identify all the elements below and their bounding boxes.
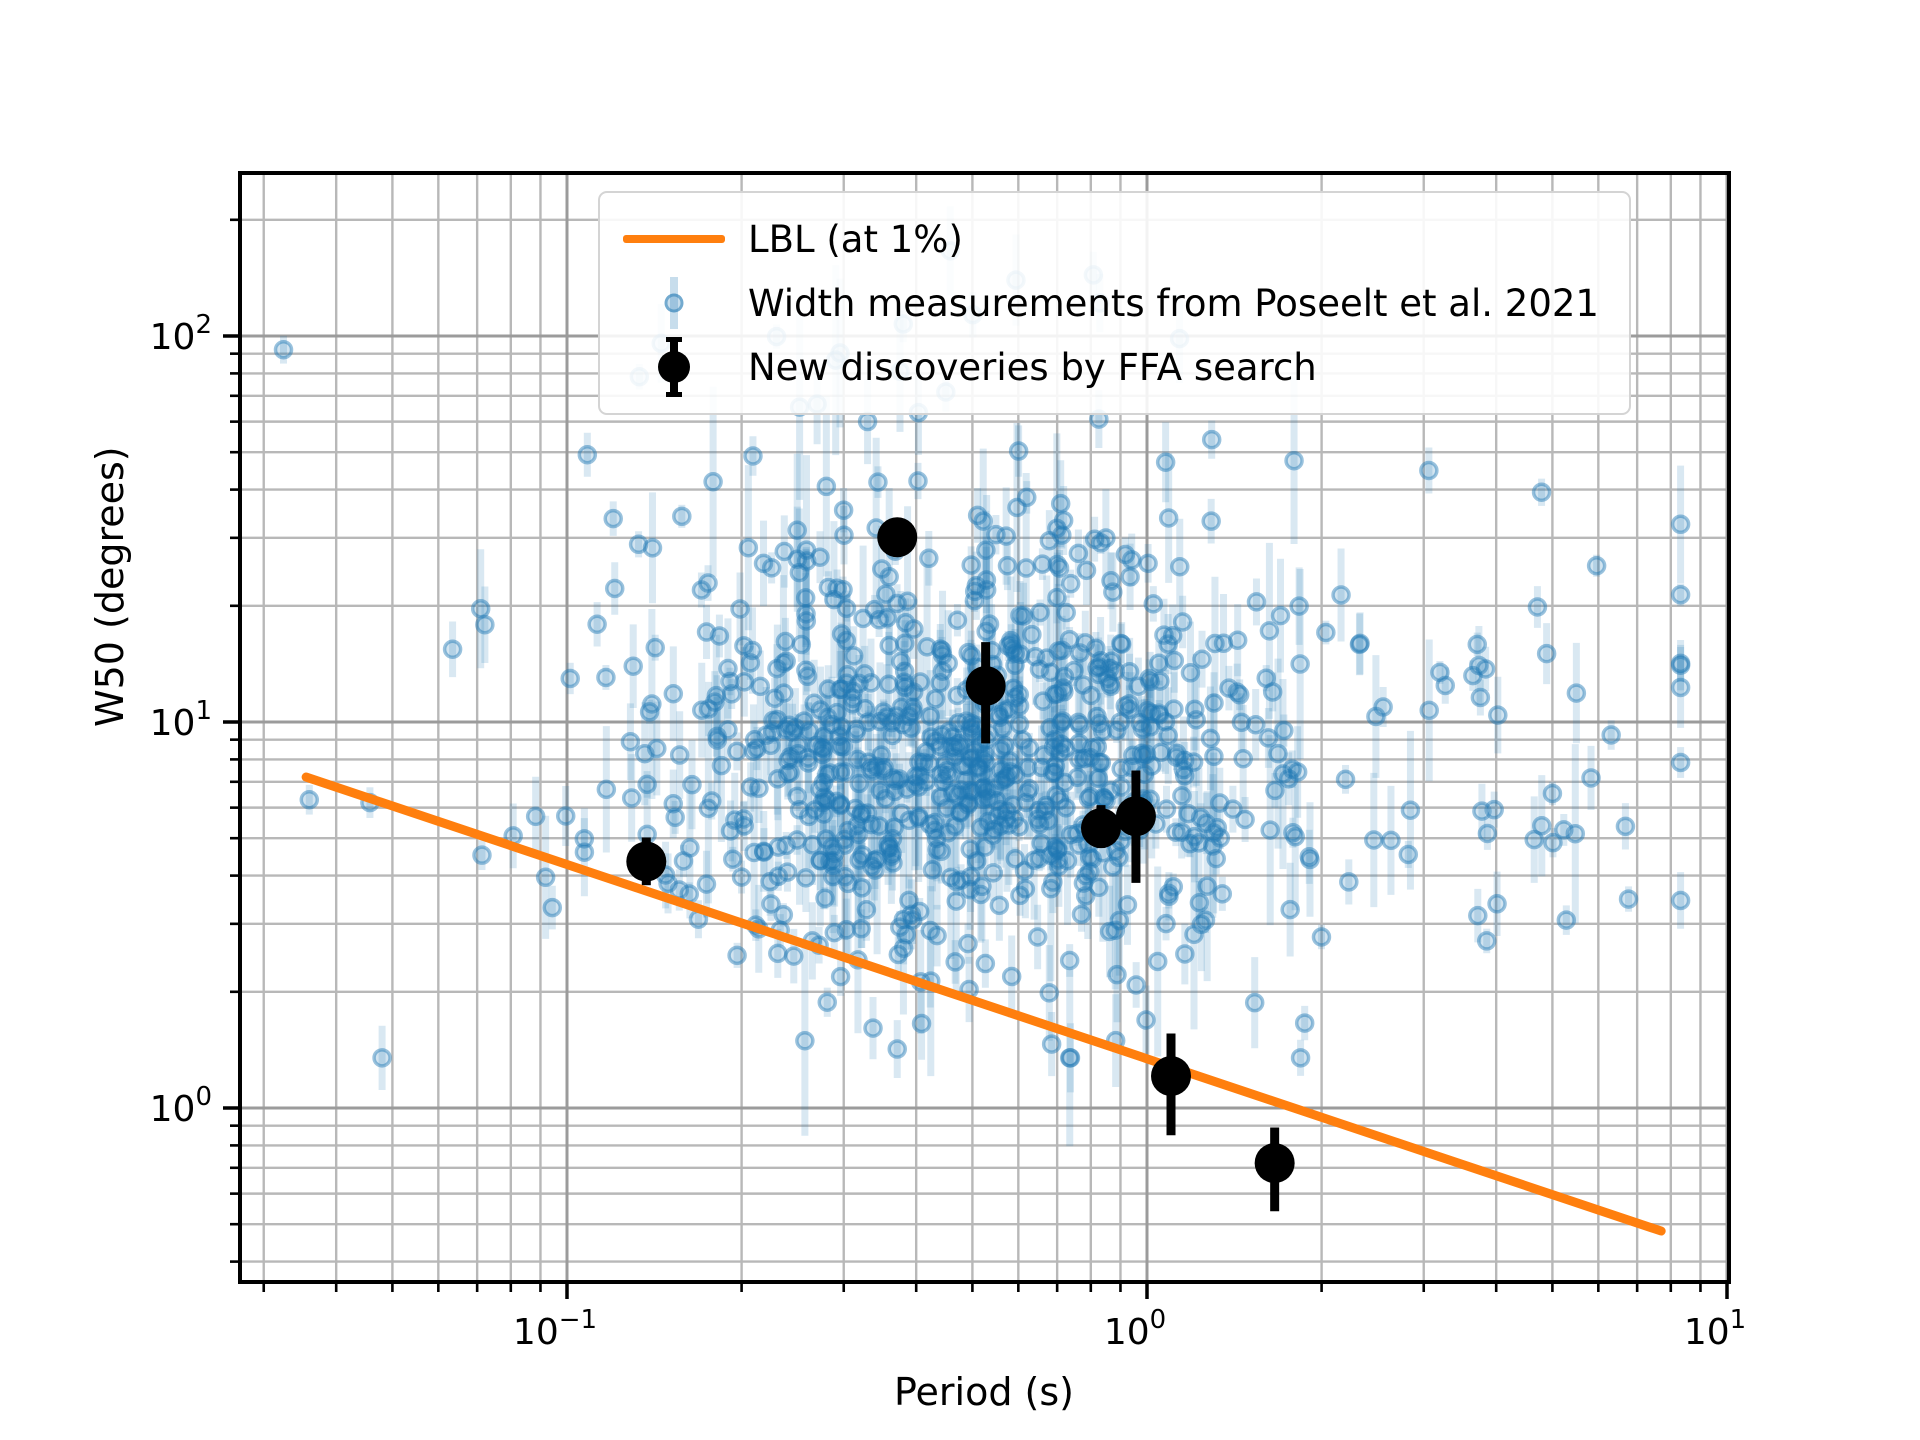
svg-text:101: 101 [150, 696, 212, 744]
legend-box: LBL (at 1%) Width measurements from Pose… [598, 191, 1631, 415]
svg-text:101: 101 [1684, 1305, 1746, 1353]
black-errorbar-marker-icon [654, 337, 694, 397]
background-scatter [273, 241, 1691, 1068]
ffa-points [626, 517, 1295, 1212]
tick-labels: 10−1 100 101 100 101 102 [150, 310, 1747, 1353]
legend-label-lbl: LBL (at 1%) [748, 217, 963, 261]
axes-frame [238, 171, 1731, 1284]
legend-entry-width-measurements: Width measurements from Poseelt et al. 2… [600, 271, 1599, 335]
svg-text:10−1: 10−1 [513, 1305, 597, 1353]
x-axis-label: Period (s) [893, 1370, 1075, 1414]
svg-text:102: 102 [150, 310, 212, 358]
legend-label-width-measurements: Width measurements from Poseelt et al. 2… [748, 281, 1599, 325]
svg-text:100: 100 [150, 1082, 212, 1130]
legend-entry-ffa: New discoveries by FFA search [600, 335, 1599, 399]
legend-label-ffa: New discoveries by FFA search [748, 345, 1317, 389]
lbl-line-icon [623, 235, 725, 243]
legend-entry-lbl-line: LBL (at 1%) [600, 207, 1599, 271]
lbl-line [301, 772, 1666, 1236]
svg-text:100: 100 [1104, 1305, 1166, 1353]
axis-ticks [223, 218, 1729, 1299]
y-axis-label: W50 (degrees) [88, 446, 132, 727]
blue-errorbar-marker-icon [654, 273, 694, 333]
